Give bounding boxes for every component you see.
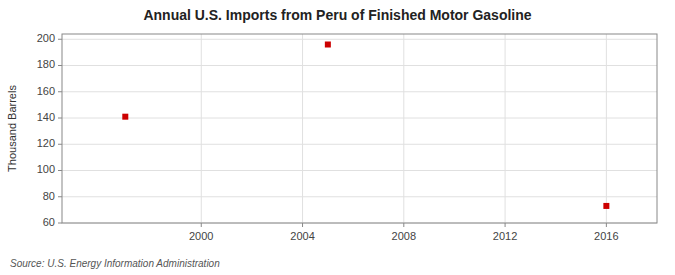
- axes: 60 80 100 120 140 160 180 200 2000 2004 2008 2012 20…: [37, 32, 619, 242]
- x-grid-line: [302, 34, 303, 223]
- chart-title: Annual U.S. Imports from Peru of Finishe…: [143, 7, 531, 23]
- y-grid-line: [62, 39, 657, 40]
- grid: [62, 34, 657, 223]
- x-tick-label: 2008: [392, 230, 416, 242]
- x-grid-line: [505, 34, 506, 223]
- x-tick: [505, 223, 506, 227]
- source-note: Source: U.S. Energy Information Administ…: [10, 258, 220, 269]
- y-axis-label: Thousand Barrels: [6, 85, 18, 172]
- y-grid-line: [62, 144, 657, 145]
- y-tick: [58, 196, 62, 197]
- x-tick: [201, 223, 202, 227]
- y-tick-label: 160: [37, 85, 55, 97]
- y-grid-line: [62, 170, 657, 171]
- x-tick-label: 2012: [493, 230, 517, 242]
- x-tick: [403, 223, 404, 227]
- y-tick: [58, 144, 62, 145]
- y-tick-label: 80: [43, 190, 55, 202]
- x-tick: [302, 223, 303, 227]
- data-point: [122, 114, 128, 120]
- y-grid-line: [62, 91, 657, 92]
- x-grid-line: [403, 34, 404, 223]
- points: [122, 42, 609, 209]
- x-tick-label: 2000: [189, 230, 213, 242]
- y-grid-line: [62, 118, 657, 119]
- y-tick-label: 120: [37, 137, 55, 149]
- data-point: [325, 42, 331, 48]
- x-tick-label: 2004: [290, 230, 314, 242]
- y-tick-label: 200: [37, 32, 55, 44]
- x-tick-label: 2016: [594, 230, 618, 242]
- x-grid-line: [606, 34, 607, 223]
- y-tick: [58, 223, 62, 224]
- y-tick-label: 60: [43, 216, 55, 228]
- data-point: [603, 203, 609, 209]
- y-tick-label: 180: [37, 58, 55, 70]
- x-tick: [606, 223, 607, 227]
- chart-svg: 60 80 100 120 140 160 180 200 2000 2004 2008 2012 20…: [0, 0, 675, 275]
- chart-container: 60 80 100 120 140 160 180 200 2000 2004 2008 2012 20…: [0, 0, 675, 275]
- y-tick-label: 100: [37, 163, 55, 175]
- y-tick-label: 140: [37, 111, 55, 123]
- y-tick: [58, 39, 62, 40]
- y-tick: [58, 65, 62, 66]
- y-tick: [58, 170, 62, 171]
- plot-frame: [62, 34, 657, 223]
- y-tick: [58, 91, 62, 92]
- x-grid-line: [201, 34, 202, 223]
- y-tick: [58, 118, 62, 119]
- y-grid-line: [62, 65, 657, 66]
- y-grid-line: [62, 196, 657, 197]
